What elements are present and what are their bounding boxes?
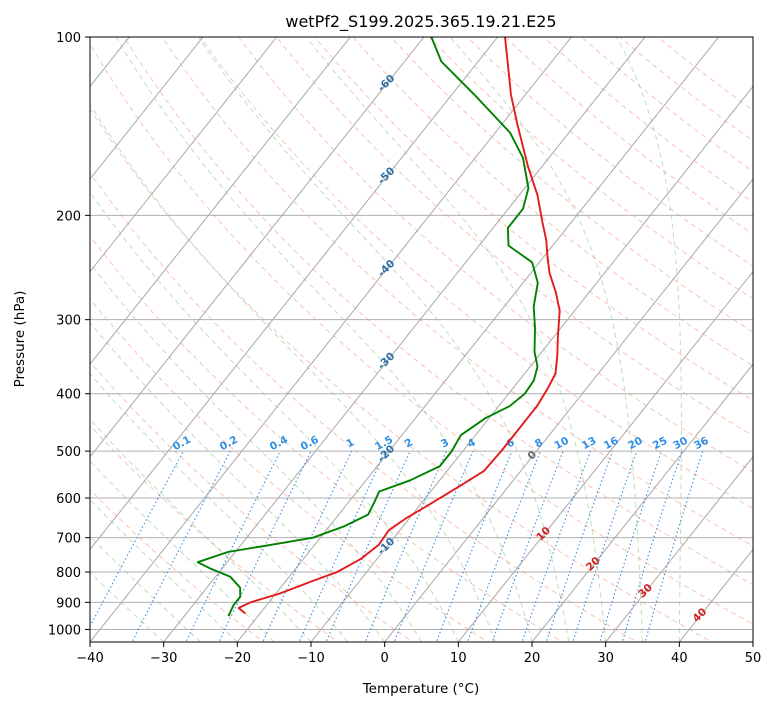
y-tick-label: 400 [56,388,81,403]
x-axis-label: Temperature (°C) [362,681,480,697]
dry-adiabat-line [428,37,753,300]
isotherm-gridline [384,178,753,642]
mixing-ratio-line [491,450,564,642]
dry-adiabat-line [161,37,753,547]
x-tick-label: −10 [297,651,324,666]
mixing-ratio-line [572,450,638,642]
moist-adiabat-line [90,535,201,642]
x-tick-label: −30 [150,651,177,666]
moist-adiabat-line [90,571,165,642]
dry-adiabat-line [123,37,753,586]
y-tick-label: 700 [56,532,81,547]
mixing-ratio-line [545,450,614,642]
moist-adiabat-line [90,321,386,642]
x-axis: −40 −30 −20 −10 0 10 20 30 40 50 [76,642,761,666]
x-tick-label: −20 [224,651,251,666]
y-axis-label: Pressure (hPa) [12,291,28,388]
isotherm-gridline [90,37,278,273]
dry-adiabat-line [199,37,753,510]
isotherm-gridline [457,270,753,642]
dry-adiabat-line [90,424,340,642]
moist-adiabat-line [616,37,682,642]
x-tick-label: −40 [76,651,103,666]
temperature-profile-line [237,37,561,615]
mixing-ratio-line [435,450,513,642]
y-tick-label: 800 [56,566,81,581]
y-tick-label: 100 [56,31,81,46]
isotherm-gridline [310,85,753,642]
isotherm-gridline [90,37,499,551]
isotherm-gridline [605,456,753,642]
y-tick-label: 300 [56,314,81,329]
dry-adiabat-line [275,37,753,437]
moist-adiabat-line [90,103,496,642]
y-tick-label: 500 [56,445,81,460]
moist-adiabat-line [90,191,459,642]
mixing-ratio-line [644,450,704,642]
y-axis: 100 200 300 400 500 600 700 800 900 1000 [48,31,90,638]
y-tick-label: 900 [56,596,81,611]
isotherm-gridline [90,37,204,180]
x-tick-label: 50 [745,651,762,666]
isotherm-gridline [90,37,572,642]
mixing-ratio-line [393,450,474,642]
chart-title: wetPf2_S199.2025.365.19.21.E25 [285,12,556,32]
moist-adiabat-line [90,262,422,642]
moist-adiabat-line [449,37,643,642]
y-tick-label: 200 [56,209,81,224]
mixing-ratio-line [521,450,592,642]
isotherm-gridline [90,37,425,458]
x-tick-label: 20 [524,651,541,666]
moist-adiabat-line [305,37,607,642]
x-tick-label: 40 [671,651,688,666]
mixing-ratio-line [621,450,683,642]
x-tick-label: 10 [450,651,467,666]
dry-adiabat-line [352,37,753,367]
y-tick-label: 1000 [48,623,81,638]
isotherm-gridline [531,363,753,642]
mixing-ratio-line [131,450,231,642]
dewpoint-profile-line [196,37,539,617]
isotherm-gridline [236,37,720,642]
mixing-ratio-line [599,450,663,642]
y-tick-label: 600 [56,492,81,507]
x-tick-label: 0 [381,651,389,666]
plot-frame [89,36,754,643]
mixing-ratio-line [90,450,184,628]
isotherm-gridline [163,37,646,642]
mixing-ratio-line [466,450,541,642]
x-tick-label: 30 [597,651,614,666]
isotherm-gridline [90,37,351,366]
dry-adiabat-line [90,235,564,642]
moist-adiabat-line [115,37,533,642]
mixing-ratio-line [364,450,447,642]
moist-adiabat-line [90,498,238,642]
mixing-ratio-line [262,450,353,642]
